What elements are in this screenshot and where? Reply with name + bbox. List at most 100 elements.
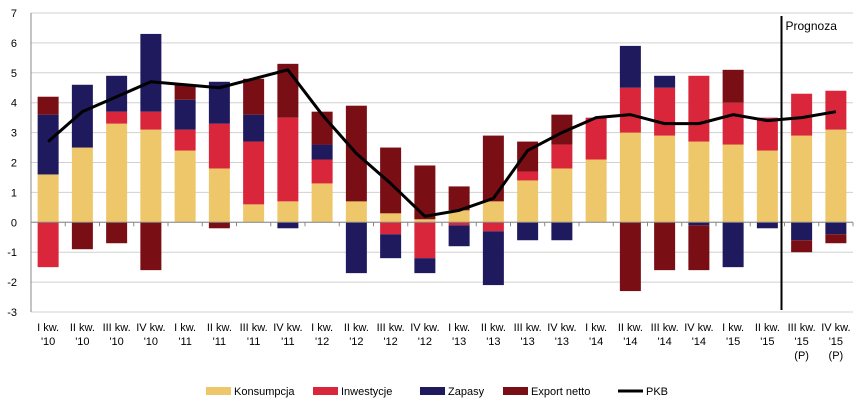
bar-export-netto [37, 96, 59, 115]
bar-export-netto [688, 225, 710, 271]
x-tick-label: III kw. '14 [651, 322, 679, 348]
x-tick-label: I kw. '12 [311, 322, 333, 348]
y-tick-label: -2 [7, 277, 17, 289]
bar-inwestycje [791, 93, 813, 136]
bar-konsumpcja [585, 159, 607, 223]
bar-inwestycje [414, 222, 436, 259]
x-tick-label: I kw. '13 [448, 322, 470, 348]
legend-label: Konsumpcja [234, 386, 295, 398]
bar-zapasy [654, 75, 676, 88]
x-tick-label: I kw. '10 [37, 322, 59, 348]
bar-export-netto [722, 69, 744, 103]
x-tick-label: II kw. '12 [344, 322, 369, 348]
bar-export-netto [243, 78, 265, 115]
bar-konsumpcja [208, 168, 230, 223]
y-tick-label: -3 [7, 307, 17, 319]
x-tick-label: IV kw. '13 [547, 322, 576, 348]
bar-zapasy [277, 222, 299, 229]
bar-inwestycje [825, 90, 847, 130]
bar-export-netto [448, 186, 470, 211]
legend-swatch [313, 387, 338, 395]
bar-export-netto [791, 240, 813, 253]
y-tick-label: 1 [11, 187, 17, 199]
x-tick-label: III kw. '11 [240, 322, 268, 348]
axes: -3 -2 -1 0 1 2 3 4 5 6 7 I kw. '10 II kw. '10 III kw. '1… [7, 8, 854, 362]
x-tick-label: I kw. '15 [722, 322, 744, 348]
bar-zapasy [174, 99, 196, 130]
legend-swatch [420, 387, 445, 395]
bar-konsumpcja [174, 150, 196, 223]
forecast-marker: Prognoza [780, 16, 838, 310]
bar-zapasy [106, 75, 128, 112]
bar-zapasy [37, 114, 59, 175]
bar-inwestycje [619, 87, 641, 133]
bar-konsumpcja [311, 183, 333, 223]
bar-inwestycje [140, 111, 162, 130]
bar-konsumpcja [517, 180, 539, 223]
bar-inwestycje [756, 117, 778, 151]
bar-zapasy [311, 144, 333, 160]
bar-konsumpcja [277, 201, 299, 223]
bar-inwestycje [174, 129, 196, 151]
bar-konsumpcja [482, 201, 504, 223]
bar-konsumpcja [619, 132, 641, 223]
bar-export-netto [71, 222, 93, 250]
x-tick-label: I kw. '14 [585, 322, 607, 348]
bar-inwestycje [208, 123, 230, 169]
legend: Konsumpcja Inwestycje Zapasy Export netto PK… [206, 386, 668, 398]
x-tick-label: II kw. '10 [70, 322, 95, 348]
y-tick-label: 5 [11, 68, 17, 80]
legend-label: Inwestycje [341, 386, 392, 398]
bar-inwestycje [551, 144, 573, 169]
forecast-label: Prognoza [786, 19, 838, 33]
bar-zapasy [688, 222, 710, 226]
bar-konsumpcja [448, 210, 470, 223]
bar-zapasy [140, 33, 162, 112]
bar-konsumpcja [380, 213, 402, 223]
bar-export-netto [619, 222, 641, 292]
bar-konsumpcja [825, 129, 847, 223]
bar-konsumpcja [140, 129, 162, 223]
bar-export-netto [482, 135, 504, 202]
bar-inwestycje [37, 222, 59, 268]
bar-inwestycje [311, 159, 333, 184]
x-tick-label: II kw. '14 [618, 322, 643, 348]
bar-export-netto [106, 222, 128, 244]
bar-inwestycje [277, 117, 299, 202]
bar-inwestycje [380, 222, 402, 235]
bar-zapasy [619, 45, 641, 88]
bar-export-netto [140, 222, 162, 271]
bar-konsumpcja [551, 168, 573, 223]
bar-export-netto [174, 84, 196, 100]
pkb-line [47, 68, 837, 218]
bar-zapasy [448, 225, 470, 247]
x-tick-label: III kw. '15 (P) [788, 322, 816, 362]
bar-konsumpcja [414, 219, 436, 223]
bar-export-netto [414, 165, 436, 220]
bar-inwestycje [722, 102, 744, 145]
bar-zapasy [825, 222, 847, 235]
x-tick-label: IV kw. '12 [410, 322, 439, 348]
y-tick-label: 0 [11, 217, 17, 229]
bar-zapasy [345, 222, 367, 274]
legend-swatch [206, 387, 231, 395]
legend-swatch [503, 387, 528, 395]
bar-zapasy [791, 222, 813, 241]
bar-zapasy [551, 222, 573, 241]
bar-export-netto [380, 147, 402, 214]
legend-label: PKB [646, 386, 668, 398]
pkb-line-layer [47, 68, 837, 218]
bar-inwestycje [448, 222, 470, 226]
y-tick-label: 3 [11, 128, 17, 140]
bar-zapasy [722, 222, 744, 268]
y-tick-label: 7 [11, 8, 17, 20]
x-tick-label: III kw. '12 [377, 322, 405, 348]
bar-zapasy [243, 114, 265, 142]
x-tick-label: III kw. '10 [103, 322, 131, 348]
bar-zapasy [517, 222, 539, 241]
x-tick-label: IV kw. '15 (P) [821, 322, 850, 362]
bar-konsumpcja [791, 135, 813, 223]
x-tick-label: II kw. '13 [481, 322, 506, 348]
x-tick-label: II kw. '15 [755, 322, 780, 348]
